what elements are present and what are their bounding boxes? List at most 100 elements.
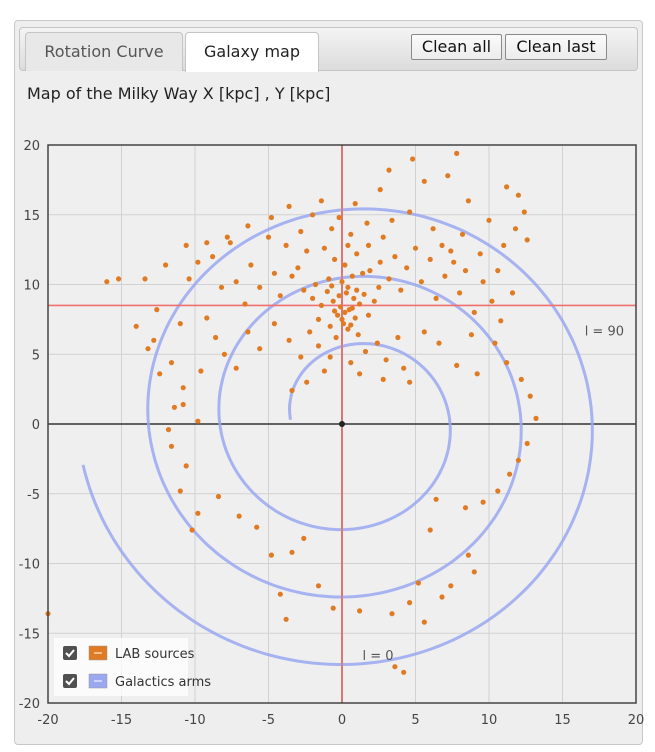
lab-source-point: [386, 167, 392, 173]
lab-source-point: [195, 259, 201, 265]
y-tick-label: 0: [32, 418, 40, 433]
lab-source-point: [427, 527, 433, 533]
lab-source-point: [395, 334, 401, 341]
lab-source-point: [349, 273, 355, 279]
lab-source-point: [465, 198, 471, 204]
lab-source-point: [521, 209, 527, 215]
lab-source-point: [418, 279, 424, 285]
sun-marker: [339, 421, 345, 427]
lab-source-point: [242, 301, 248, 307]
lab-source-point: [233, 365, 239, 371]
lab-source-point: [407, 379, 413, 385]
tab-bar: Rotation Curve Galaxy map Clean all Clea…: [19, 27, 638, 72]
x-tick-label: 10: [481, 713, 498, 728]
clean-all-button[interactable]: Clean all: [411, 34, 502, 60]
lab-source-point: [340, 321, 347, 327]
lab-source-point: [329, 226, 335, 232]
lab-source-point: [471, 569, 477, 575]
lab-source-point: [498, 318, 504, 324]
lab-source-point: [404, 265, 410, 271]
lab-source-point: [335, 312, 341, 318]
lab-source-point: [454, 362, 460, 368]
lab-source-point: [448, 583, 454, 589]
lab-source-point: [104, 279, 110, 285]
x-tick-label: -10: [184, 713, 205, 728]
lab-source-point: [348, 322, 354, 328]
y-tick-label: -15: [19, 627, 40, 642]
lab-source-point: [468, 332, 474, 338]
lab-source-point: [357, 608, 363, 614]
lab-source-point: [339, 279, 345, 285]
x-tick-label: -15: [111, 713, 132, 728]
lab-source-point: [398, 287, 404, 293]
plot-border: [47, 144, 637, 704]
lab-source-point: [315, 583, 322, 589]
lab-source-point: [315, 343, 322, 349]
lab-source-point: [389, 217, 395, 223]
lab-source-point: [327, 323, 333, 329]
lab-source-point: [183, 242, 189, 248]
lab-source-point: [332, 256, 338, 262]
lab-source-point: [507, 471, 513, 477]
legend-checkbox[interactable]: [63, 646, 77, 660]
lab-source-point: [345, 326, 351, 332]
legend-label: LAB sources: [115, 647, 195, 662]
lab-source-point: [336, 293, 342, 299]
lab-source-point: [333, 334, 339, 341]
tab-galaxy-map[interactable]: Galaxy map: [185, 32, 319, 72]
lab-source-point: [448, 248, 454, 254]
lab-source-point: [157, 371, 163, 377]
lab-source-point: [324, 288, 330, 295]
lab-source-point: [227, 240, 233, 246]
lab-source-point: [195, 510, 201, 516]
lab-source-point: [362, 348, 369, 355]
legend-checkbox[interactable]: [63, 674, 77, 688]
checkmark-icon: [65, 649, 75, 658]
lab-source-point: [365, 312, 372, 318]
lab-source-point: [433, 496, 439, 502]
x-tick-label: -20: [37, 713, 58, 728]
lab-source-point: [401, 669, 407, 675]
lab-source-point: [512, 226, 519, 232]
lab-source-point: [337, 304, 344, 310]
lab-source-point: [213, 334, 219, 341]
lab-source-point: [318, 302, 324, 308]
clean-last-button[interactable]: Clean last: [505, 34, 607, 60]
lab-source-point: [327, 354, 333, 360]
lab-source-point: [183, 463, 189, 469]
lab-source-point: [495, 488, 501, 494]
lab-source-point: [257, 284, 263, 290]
lab-source-point: [509, 290, 516, 296]
lab-source-point: [367, 268, 373, 274]
reference-label-l90: l = 90: [585, 324, 624, 339]
lab-source-point: [248, 262, 254, 268]
lab-source-point: [361, 291, 367, 297]
lab-source-point: [268, 552, 274, 558]
lab-source-point: [364, 220, 370, 226]
lab-source-point: [271, 321, 277, 327]
lab-source-point: [376, 284, 382, 290]
lab-source-point: [236, 513, 242, 519]
lab-source-point: [310, 212, 316, 218]
lab-source-point: [171, 404, 177, 410]
lab-source-point: [352, 315, 358, 321]
lab-source-point: [342, 309, 348, 315]
lab-source-point: [477, 251, 483, 257]
lab-source-point: [301, 535, 307, 542]
lab-source-point: [265, 234, 272, 240]
lab-source-point: [186, 276, 192, 282]
lab-source-point: [465, 552, 471, 558]
lab-source-point: [480, 499, 486, 505]
tab-rotation-curve[interactable]: Rotation Curve: [25, 32, 183, 71]
lab-source-point: [524, 237, 530, 243]
lab-source-point: [339, 316, 345, 322]
lab-source-point: [351, 295, 357, 301]
lab-source-point: [289, 387, 295, 394]
lab-source-point: [301, 287, 307, 293]
lab-source-point: [145, 346, 151, 352]
lab-source-point: [163, 262, 169, 268]
lab-source-point: [349, 305, 355, 311]
lab-source-point: [277, 591, 283, 597]
lab-source-point: [451, 259, 457, 265]
